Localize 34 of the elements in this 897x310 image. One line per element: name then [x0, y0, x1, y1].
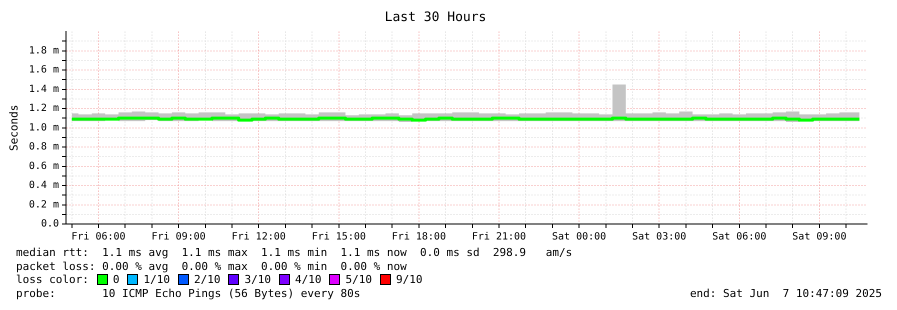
chart-title: Last 30 Hours: [384, 10, 486, 26]
x-tick-label: Sat 09:00: [792, 232, 846, 243]
text: median rtt: 1.1 ms avg 1.1 ms max 1.1 ms min 1.1 ms now 0.0 ms sd 298.9 am/s: [16, 246, 572, 260]
x-tick-label: Sat 03:00: [632, 232, 686, 243]
x-tick-label: Fri 18:00: [392, 232, 446, 243]
y-tick-label: 1.4 m: [28, 84, 59, 95]
legend-label: 4/10: [294, 273, 322, 286]
y-tick-label: 1.0 m: [28, 122, 59, 134]
y-tick-label: 0.0: [40, 218, 59, 230]
y-tick-label: 1.8 m: [28, 45, 59, 56]
x-tick-label: Sat 00:00: [552, 232, 606, 243]
x-tick-label: Fri 12:00: [232, 232, 286, 243]
legend-label: 0: [112, 273, 120, 286]
legend-label: 9/10: [396, 273, 422, 286]
text: packet loss: 0.00 % avg 0.00 % max 0.00 % min 0.00 % now: [16, 260, 407, 273]
x-tick-label: Fri 21:00: [472, 232, 526, 243]
y-tick-label: 0.6 m: [28, 160, 59, 172]
y-tick-label: 1.2 m: [28, 103, 59, 114]
y-tick-label: 0.2 m: [28, 199, 59, 210]
x-tick-label: Sat 06:00: [712, 232, 766, 243]
y-tick-label: 1.6 m: [28, 64, 59, 76]
legend-title: loss color:: [16, 273, 89, 286]
legend-label: 5/10: [345, 273, 372, 286]
text: probe: 10 ICMP Echo Pings (56 Bytes) every 80s: [16, 286, 360, 300]
y-axis-title: Seconds: [7, 104, 20, 151]
x-tick-label: Fri 06:00: [71, 232, 126, 243]
y-tick-label: 0.4 m: [28, 180, 59, 192]
legend-label: 2/10: [194, 273, 220, 286]
legend-label: 3/10: [244, 273, 271, 286]
legend-label: 1/10: [143, 273, 170, 286]
text: end: Sat Jun 7 10:47:09 2025: [690, 286, 882, 300]
x-tick-label: Fri 09:00: [151, 232, 206, 243]
y-tick-label: 0.8 m: [28, 142, 59, 153]
x-tick-label: Fri 15:00: [312, 232, 366, 243]
